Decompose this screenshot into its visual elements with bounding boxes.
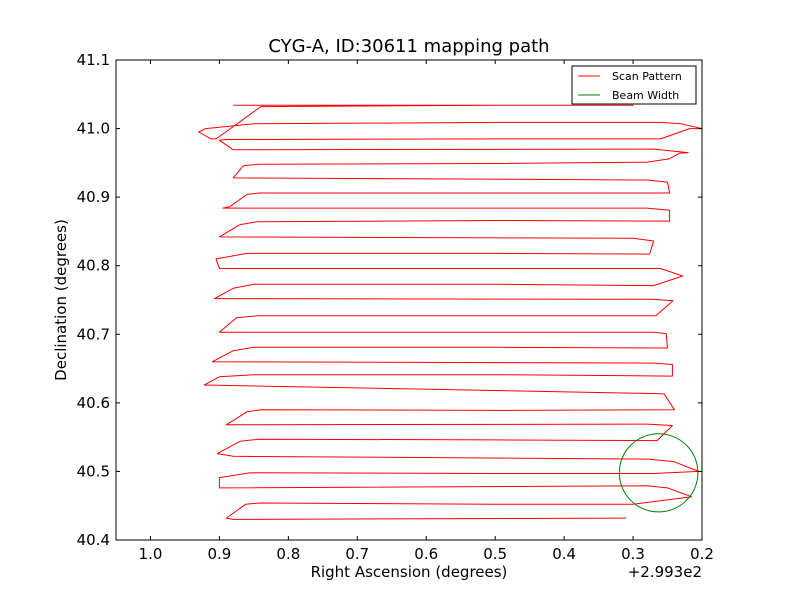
y-tick-label: 40.6 — [77, 394, 110, 412]
x-tick-label: 0.2 — [690, 545, 714, 563]
plot-area — [116, 60, 702, 540]
y-tick-label: 40.4 — [77, 531, 110, 549]
y-tick-label: 41.1 — [77, 51, 110, 69]
x-tick-label: 0.3 — [621, 545, 645, 563]
legend-beam-label: Beam Width — [612, 89, 679, 102]
y-tick-label: 41.0 — [77, 120, 110, 138]
chart-title: CYG-A, ID:30611 mapping path — [268, 36, 549, 57]
y-tick-label: 40.5 — [77, 462, 110, 480]
scan-pattern-line — [198, 104, 702, 520]
x-tick-label: 0.8 — [276, 545, 300, 563]
x-tick-label: 0.9 — [207, 545, 231, 563]
x-axis-offset-label: +2.993e2 — [628, 563, 702, 581]
plot-frame — [115, 59, 703, 541]
x-tick-label: 0.6 — [414, 545, 438, 563]
y-tick-label: 40.9 — [77, 188, 110, 206]
legend: Scan Pattern Beam Width — [571, 65, 697, 105]
series-layer — [198, 104, 702, 520]
beam-width-circle — [618, 433, 699, 513]
x-tick-label: 0.5 — [483, 545, 507, 563]
x-tick-label: 0.7 — [345, 545, 369, 563]
legend-scan-label: Scan Pattern — [612, 70, 682, 83]
x-tick-label: 1.0 — [139, 545, 163, 563]
y-tick-label: 40.8 — [77, 257, 110, 275]
y-tick-label: 40.7 — [77, 325, 110, 343]
x-tick-label: 0.4 — [552, 545, 576, 563]
x-axis-label: Right Ascension (degrees) — [311, 563, 508, 581]
ticks-layer: 1.0 0.9 0.8 0.7 0.6 0.5 0.4 0.3 0.2 40.4 40.5 40.6 4… — [77, 51, 714, 563]
legend-box — [571, 65, 697, 105]
y-axis-label: Declination (degrees) — [52, 219, 70, 381]
